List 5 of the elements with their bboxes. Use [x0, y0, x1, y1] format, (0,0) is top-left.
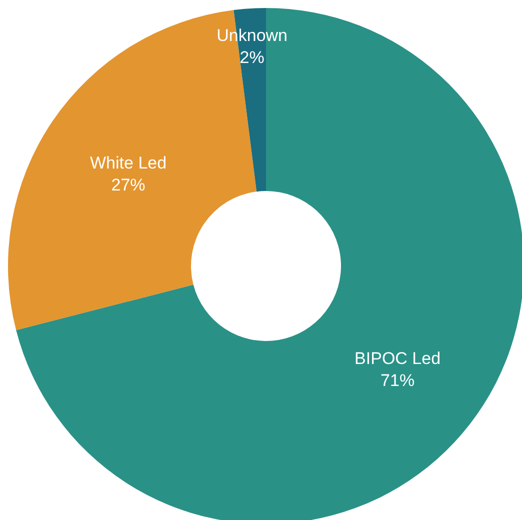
slice-label: White Led	[90, 153, 167, 172]
slice-label: BIPOC Led	[354, 349, 441, 368]
data-label: 2%	[240, 48, 264, 67]
data-label: 27%	[111, 175, 146, 194]
data-label: 71%	[380, 371, 415, 390]
